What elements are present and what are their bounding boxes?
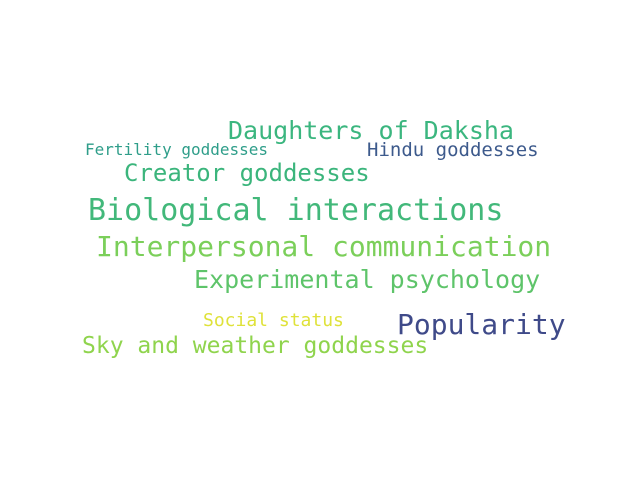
word-creator-goddesses: Creator goddesses — [124, 159, 370, 187]
word-sky-and-weather-goddesses: Sky and weather goddesses — [82, 333, 429, 359]
word-hindu-goddesses: Hindu goddesses — [367, 139, 539, 161]
word-daughters-of-daksha: Daughters of Daksha — [228, 116, 514, 145]
word-biological-interactions: Biological interactions — [88, 193, 504, 228]
word-interpersonal-communication: Interpersonal communication — [96, 230, 552, 263]
word-experimental-psychology: Experimental psychology — [194, 265, 541, 294]
word-social-status: Social status — [203, 310, 344, 331]
word-fertility-goddesses: Fertility goddesses — [85, 140, 269, 159]
word-popularity: Popularity — [397, 308, 566, 341]
